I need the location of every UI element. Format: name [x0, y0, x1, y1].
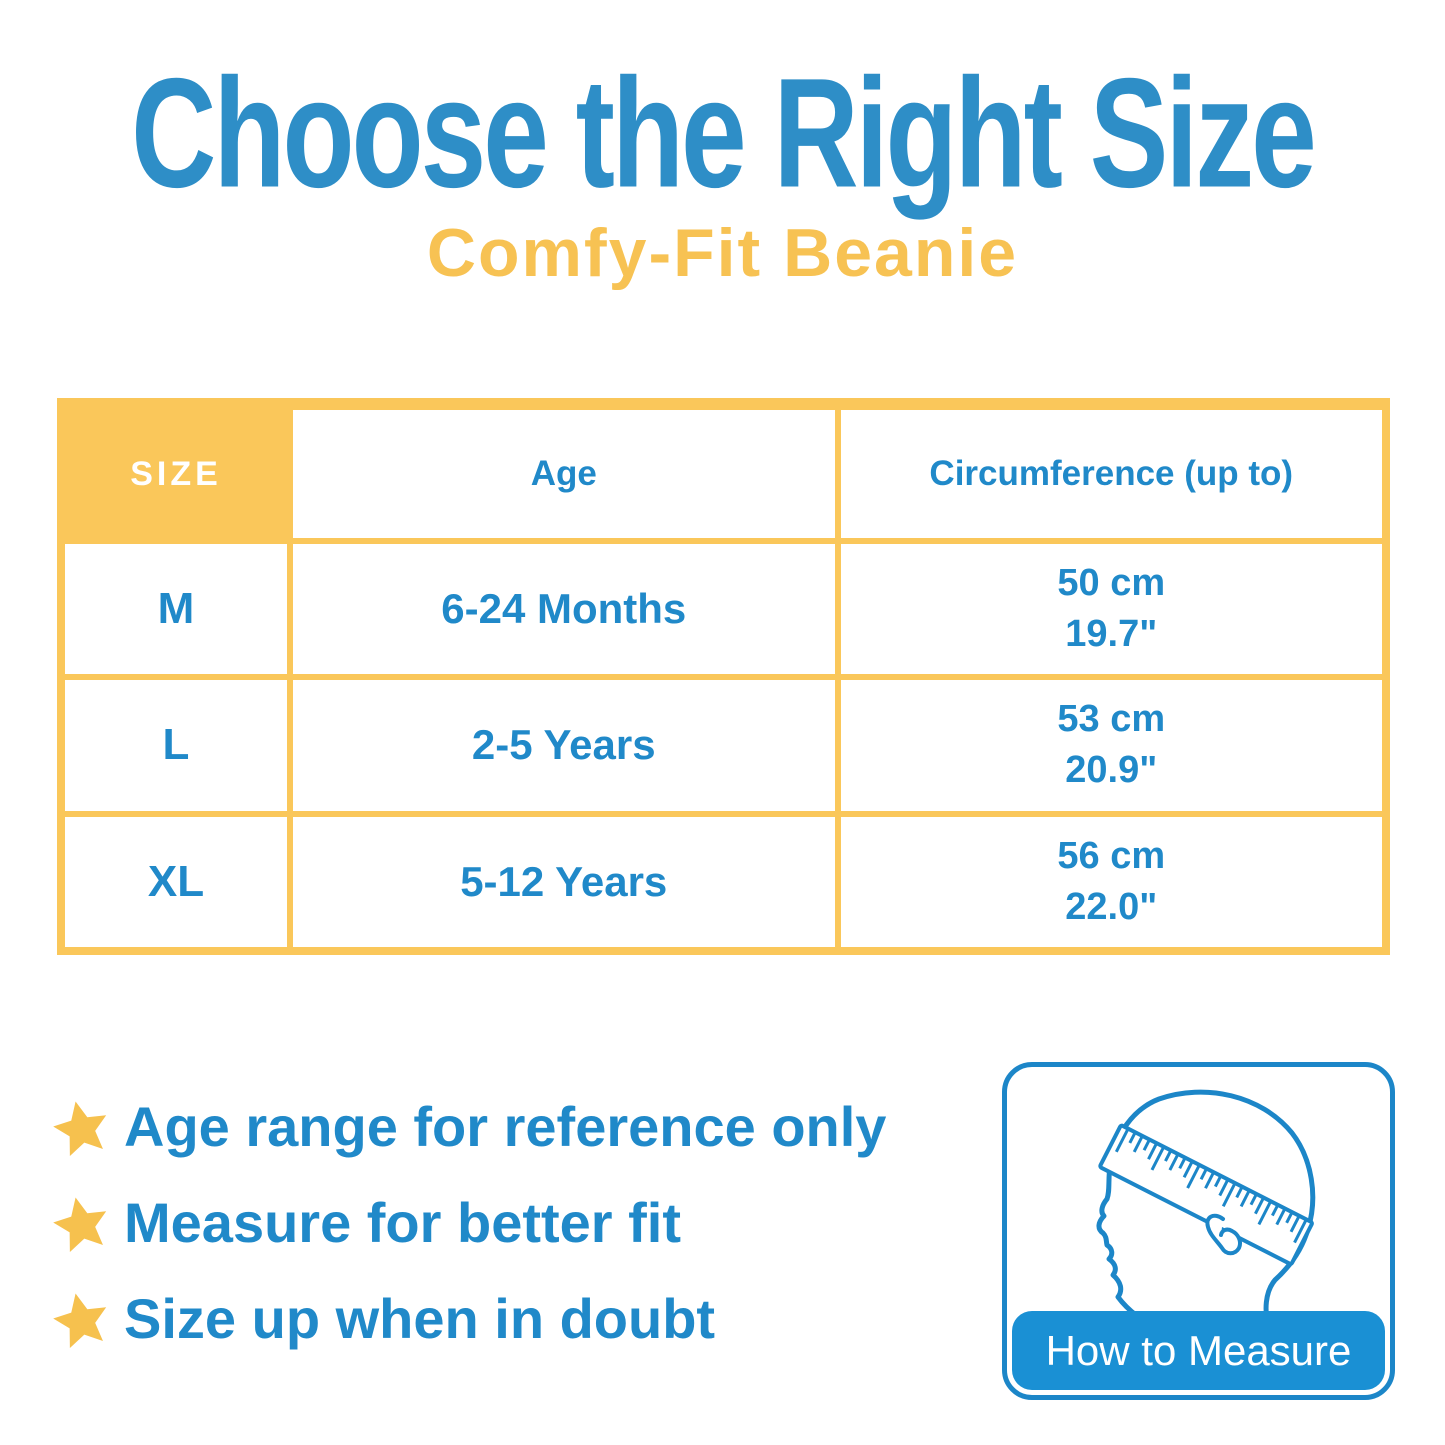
- table-header-circumference: Circumference (up to): [840, 410, 1382, 538]
- note-text: Measure for better fit: [124, 1191, 681, 1254]
- note-item: Size up when in doubt: [52, 1288, 886, 1350]
- note-item: Measure for better fit: [52, 1192, 886, 1254]
- circumference-inch: 22.0": [1065, 885, 1158, 928]
- ear: [1205, 1213, 1243, 1256]
- note-item: Age range for reference only: [52, 1096, 886, 1158]
- table-row-xl-age: 5-12 Years: [293, 816, 835, 947]
- table-header-age: Age: [293, 410, 835, 538]
- head-with-measuring-tape-illustration: [1096, 1089, 1316, 1329]
- star-icon: [53, 1293, 107, 1348]
- table-row-l-size: L: [65, 680, 287, 811]
- circumference-inch: 20.9": [1065, 749, 1158, 792]
- table-header-size: SIZE: [130, 454, 222, 493]
- table-row-l-circumference: 53 cm 20.9": [840, 680, 1382, 811]
- circumference-cm: 53 cm: [1057, 698, 1166, 741]
- circumference-cm: 56 cm: [1057, 834, 1166, 877]
- how-to-measure-button[interactable]: How to Measure: [1012, 1311, 1385, 1390]
- table-row-l-age: 2-5 Years: [293, 680, 835, 811]
- table-row-m-size: M: [65, 544, 287, 675]
- measuring-tape: [1098, 1123, 1314, 1266]
- product-name: Comfy-Fit Beanie: [426, 215, 1019, 291]
- circumference-inch: 19.7": [1065, 613, 1158, 656]
- table-row-m-circumference: 50 cm 19.7": [840, 544, 1382, 675]
- how-to-measure-label: How to Measure: [1045, 1326, 1352, 1374]
- page-title: Choose the Right Size: [131, 46, 1317, 221]
- note-text: Size up when in doubt: [124, 1287, 716, 1350]
- table-row-xl-circumference: 56 cm 22.0": [840, 816, 1382, 947]
- table-row-m-age: 6-24 Months: [293, 544, 835, 675]
- table-row-xl-size: XL: [65, 816, 287, 947]
- size-table: SIZE Age Circumference (up to) M 6-24 Mo…: [57, 398, 1390, 955]
- star-icon: [53, 1197, 107, 1252]
- notes-list: Age range for reference only Measure for…: [52, 1096, 886, 1384]
- note-text: Age range for reference only: [124, 1095, 887, 1158]
- star-icon: [53, 1101, 107, 1156]
- circumference-cm: 50 cm: [1057, 561, 1166, 604]
- how-to-measure-box: How to Measure: [1002, 1062, 1395, 1400]
